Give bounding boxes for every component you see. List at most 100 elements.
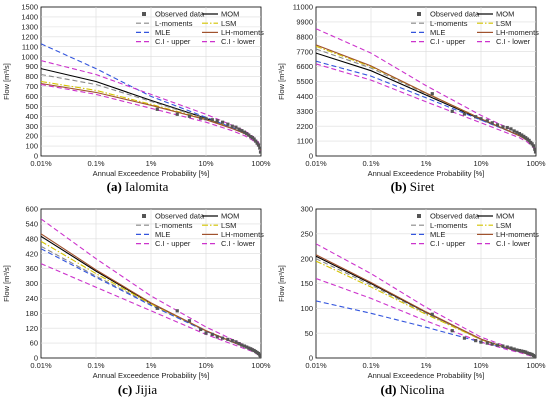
y-tick-label: 200 xyxy=(25,132,38,141)
observed-point xyxy=(215,119,219,123)
observed-point xyxy=(479,340,483,344)
observed-point xyxy=(215,335,219,339)
y-tick-label: 250 xyxy=(300,229,313,238)
y-tick-label: 420 xyxy=(25,249,38,258)
legend-marker-observed xyxy=(142,12,146,16)
y-tick-label: 240 xyxy=(25,294,38,303)
y-tick-label: 3300 xyxy=(296,107,313,116)
legend-label: MLE xyxy=(430,28,445,37)
observed-point xyxy=(474,339,478,343)
observed-point xyxy=(533,147,536,151)
y-tick-label: 100 xyxy=(300,304,313,313)
legend-label: MLE xyxy=(430,230,445,239)
legend-label: MLE xyxy=(155,28,170,37)
observed-point xyxy=(240,343,244,347)
observed-point xyxy=(517,132,522,136)
observed-point xyxy=(533,355,536,358)
observed-point xyxy=(527,138,531,143)
y-tick-label: 0 xyxy=(34,152,38,161)
y-tick-label: 1400 xyxy=(21,13,38,22)
observed-point xyxy=(199,327,203,332)
legend-marker-observed xyxy=(417,12,421,16)
observed-point xyxy=(234,125,238,129)
observed-point xyxy=(258,150,261,154)
observed-point xyxy=(485,341,489,345)
legend-label: C.I - upper xyxy=(430,37,466,46)
y-tick-label: 11000 xyxy=(293,3,313,12)
y-tick-label: 300 xyxy=(25,122,38,131)
y-tick-label: 200 xyxy=(300,254,313,263)
x-tick-label: 0.01% xyxy=(305,361,327,370)
observed-point xyxy=(474,115,478,119)
observed-point xyxy=(258,354,261,358)
observed-point xyxy=(254,139,258,143)
plot-area xyxy=(316,243,536,358)
y-axis-label: Flow [m³/s] xyxy=(2,63,11,100)
panel-b: 0 1100 2200 3300 4400 5500 6600 7700 8800 9900 110… xyxy=(277,3,546,178)
observed-point xyxy=(524,350,528,354)
legend-label: C.I - lower xyxy=(221,37,256,46)
y-axis-label: Flow [m³/s] xyxy=(2,265,11,302)
observed-point xyxy=(240,129,244,133)
observed-point xyxy=(522,349,526,354)
legend-label: C.I - upper xyxy=(430,239,466,248)
y-tick-label: 1100 xyxy=(22,42,38,51)
legend-label: C.I - lower xyxy=(496,239,531,248)
observed-point xyxy=(237,127,241,131)
legend-label: C.I - lower xyxy=(496,37,531,46)
legend: Observed data MOM L-moments LSM MLE LH-moment… xyxy=(411,10,539,46)
observed-point xyxy=(250,348,255,352)
y-tick-label: 600 xyxy=(25,92,38,101)
observed-point xyxy=(199,116,203,120)
observed-point xyxy=(517,348,522,353)
observed-point xyxy=(255,141,259,145)
x-tick-label: 0.01% xyxy=(30,159,52,168)
y-tick-label: 5500 xyxy=(296,77,313,86)
y-axis-label: Flow [m³/s] xyxy=(277,63,286,100)
legend-label: L-moments xyxy=(430,221,468,230)
y-tick-label: 0 xyxy=(34,354,38,363)
x-axis-label: Annual Exceedence Probability [%] xyxy=(93,371,210,380)
legend-label: LH-moments xyxy=(496,28,539,37)
legend-label: Observed data xyxy=(155,212,205,221)
observed-point xyxy=(515,348,519,352)
series-line-c-i-lower xyxy=(316,63,536,154)
x-axis-label: Annual Exceedence Probability [%] xyxy=(368,169,485,178)
legend-label: Observed data xyxy=(155,10,205,19)
observed-point xyxy=(462,336,467,340)
x-tick-label: 1% xyxy=(421,361,432,370)
legend-label: Observed data xyxy=(430,212,480,221)
x-tick-label: 0.01% xyxy=(30,361,52,370)
observed-point xyxy=(247,133,251,137)
observed-point xyxy=(245,345,249,349)
y-tick-label: 9900 xyxy=(296,18,313,27)
observed-point xyxy=(204,117,208,121)
observed-point xyxy=(485,119,489,123)
y-tick-label: 150 xyxy=(300,279,313,288)
legend-label: MLE xyxy=(155,230,170,239)
y-tick-label: 400 xyxy=(25,112,38,121)
observed-point xyxy=(524,136,528,140)
observed-point xyxy=(210,332,214,337)
observed-point xyxy=(247,346,251,350)
caption-c: (c) Jijia xyxy=(117,382,158,397)
y-tick-label: 900 xyxy=(25,62,38,71)
y-tick-label: 100 xyxy=(25,142,38,151)
observed-point xyxy=(495,343,500,347)
observed-point xyxy=(155,107,159,111)
observed-point xyxy=(175,309,179,313)
plot-area xyxy=(316,28,536,154)
y-tick-label: 180 xyxy=(25,309,38,318)
observed-point xyxy=(522,134,526,138)
observed-point xyxy=(249,347,253,351)
observed-point xyxy=(175,112,179,116)
legend-label: LSM xyxy=(221,221,236,230)
observed-point xyxy=(230,339,234,343)
x-tick-label: 1% xyxy=(421,159,432,168)
y-tick-label: 300 xyxy=(300,205,313,214)
observed-point xyxy=(226,122,230,126)
observed-point xyxy=(520,349,524,353)
observed-point xyxy=(495,123,500,127)
legend-label: MOM xyxy=(496,212,514,221)
